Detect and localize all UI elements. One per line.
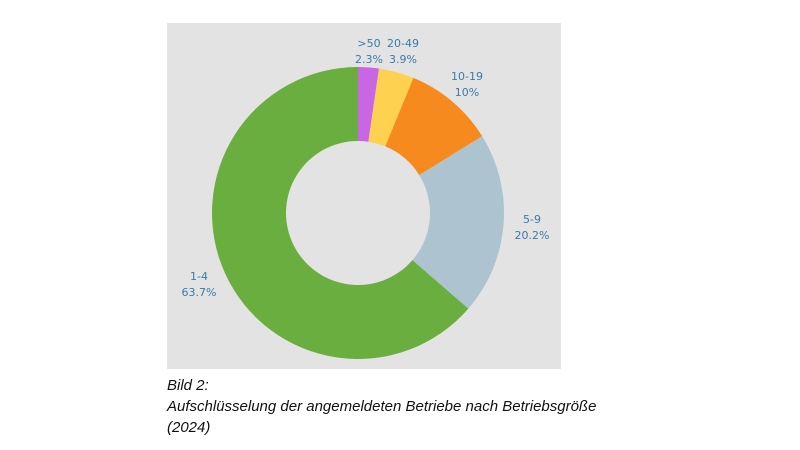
- slice-category-label: 10-19: [451, 70, 483, 83]
- caption-year: (2024): [167, 419, 211, 436]
- figure-caption: Bild 2: Aufschlüsselung der angemeldeten…: [167, 375, 596, 438]
- slice-5-9: [412, 136, 504, 309]
- donut-chart: >50 2.3% 20-49 3.9% 10-19 10% 5-9 20.2% 1-4 63.7%: [167, 23, 561, 369]
- slice-10-19: [385, 77, 483, 176]
- slice-value-label: 63.7%: [182, 286, 217, 299]
- slice-1-4: [212, 67, 469, 359]
- slice-category-label: >50: [357, 37, 380, 50]
- slice-value-label: 2.3%: [355, 53, 383, 66]
- slice-value-label: 20.2%: [515, 229, 550, 242]
- slice-value-label: 10%: [455, 86, 479, 99]
- slice-category-label: 1-4: [190, 270, 208, 283]
- donut-chart-svg: >50 2.3% 20-49 3.9% 10-19 10% 5-9 20.2% 1-4 63.7%: [182, 37, 550, 359]
- slice-category-label: 5-9: [523, 213, 541, 226]
- caption-title: Aufschlüsselung der angemeldeten Betrieb…: [167, 398, 597, 415]
- slice-50: [358, 67, 380, 142]
- slice-category-label: 20-49: [387, 37, 419, 50]
- slice-20-49: [368, 68, 414, 147]
- caption-figure-number: Bild 2:: [167, 377, 209, 394]
- slice-value-label: 3.9%: [389, 53, 417, 66]
